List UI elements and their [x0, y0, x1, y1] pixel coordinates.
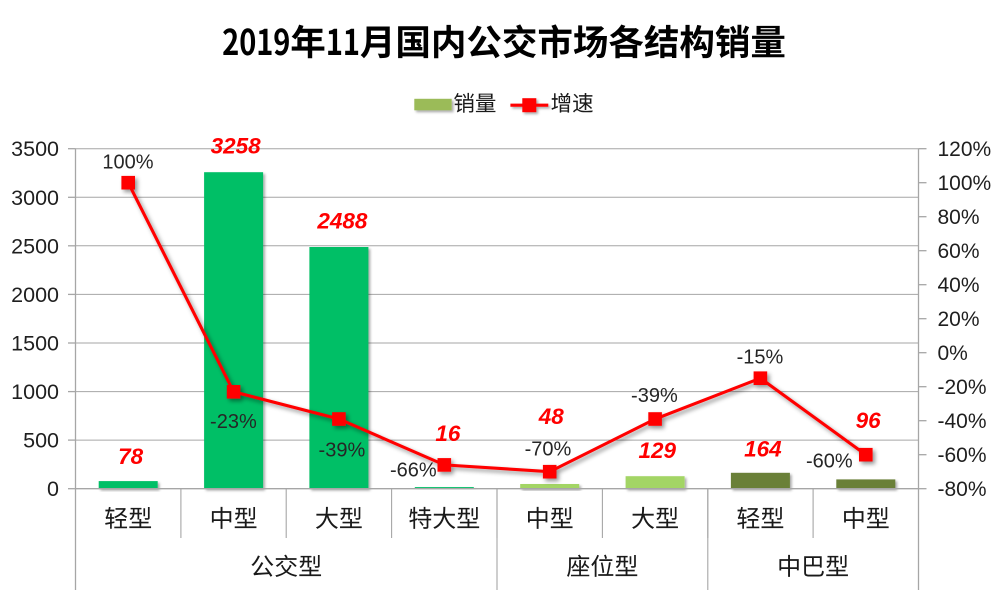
svg-text:0: 0 — [47, 477, 59, 501]
svg-text:100%: 100% — [938, 172, 992, 195]
svg-text:78: 78 — [118, 444, 144, 469]
svg-text:48: 48 — [538, 404, 565, 429]
svg-text:-80%: -80% — [938, 478, 987, 501]
svg-text:3500: 3500 — [11, 137, 59, 161]
svg-text:16: 16 — [435, 421, 461, 446]
svg-text:1000: 1000 — [11, 380, 59, 404]
svg-text:20%: 20% — [938, 308, 980, 331]
svg-text:60%: 60% — [938, 240, 980, 263]
svg-text:-23%: -23% — [210, 411, 257, 433]
svg-text:2488: 2488 — [316, 209, 368, 234]
svg-text:96: 96 — [856, 408, 882, 433]
svg-text:2500: 2500 — [11, 234, 59, 258]
svg-text:0%: 0% — [938, 342, 968, 365]
svg-text:129: 129 — [639, 438, 677, 463]
svg-text:-40%: -40% — [938, 410, 987, 433]
svg-text:2000: 2000 — [11, 283, 59, 307]
svg-text:-39%: -39% — [631, 385, 678, 407]
svg-text:-70%: -70% — [525, 439, 572, 461]
svg-text:-15%: -15% — [737, 346, 784, 368]
svg-text:500: 500 — [23, 429, 59, 453]
svg-text:3258: 3258 — [211, 133, 262, 158]
svg-text:3000: 3000 — [11, 186, 59, 210]
svg-text:-60%: -60% — [938, 444, 987, 467]
svg-text:80%: 80% — [938, 206, 980, 229]
svg-text:120%: 120% — [938, 138, 992, 161]
svg-text:1500: 1500 — [11, 332, 59, 356]
svg-text:40%: 40% — [938, 274, 980, 297]
svg-text:164: 164 — [744, 436, 782, 461]
svg-text:100%: 100% — [102, 152, 153, 174]
svg-text:-66%: -66% — [390, 460, 437, 482]
svg-text:-60%: -60% — [806, 450, 853, 472]
svg-text:-20%: -20% — [938, 376, 987, 399]
svg-text:-39%: -39% — [319, 440, 366, 462]
